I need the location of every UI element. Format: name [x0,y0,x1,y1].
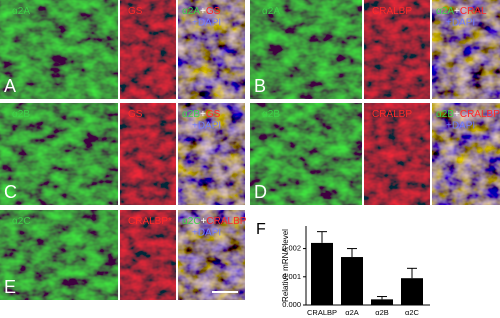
label-part: α2B [436,109,454,120]
label-part: α2C [12,216,31,227]
y-axis-label: Relative mRNA level [281,229,290,302]
channel-label: GS [128,109,143,120]
micrograph-texture [432,103,500,205]
channel-label: CRALBP [372,109,412,120]
x-tick-label: α2B [375,308,389,317]
label-part: CRALBP [372,109,412,120]
error-bar [407,267,417,279]
channel-label: α2A+GS [182,6,221,17]
label-part: + [454,109,460,120]
label-part: + [201,216,207,227]
channel-label: +DAPI [192,18,221,29]
x-tick-label: α2A [345,308,359,317]
channel-label: α2B+GS [182,109,221,120]
label-part: CRALBP* [128,216,172,227]
channel-label: +DAPI [446,121,475,132]
bar [341,257,363,305]
micrograph-texture [250,0,362,99]
label-part: α2B [262,109,280,120]
panel-letter: F [256,221,266,238]
channel-label: α2B [262,109,280,120]
channel-label: CRALBP* [128,216,172,227]
channel-label: α2C [12,216,31,227]
micrograph-texture [364,103,430,205]
label-part: + [454,6,460,17]
panel-letter: A [4,76,16,96]
channel-label: +DAPI [192,121,221,132]
error-bar [347,248,357,258]
x-tick-label: α2C [405,308,420,317]
micrograph-texture [364,0,430,99]
label-part: α2B [182,109,200,120]
label-part: GS [206,109,221,120]
channel-label: α2C+CRALBP [182,216,247,227]
micrograph-texture [178,0,245,99]
panel-letter: B [254,76,266,96]
y-tick-label: 0.001 [282,272,301,281]
micrograph-texture [0,210,118,300]
channel-label: α2B [12,109,30,120]
label-part: α2A [436,6,454,17]
bar [371,299,393,305]
panel-letter: C [4,182,17,202]
x-tick-label: CRALBP [307,308,337,317]
error-bar [377,296,387,300]
micrograph-texture [0,103,118,205]
label-part: α2C [182,216,201,227]
bar [401,278,423,305]
label-part: GS [128,109,143,120]
label-part: α2A [182,6,200,17]
panel-letter: D [254,182,267,202]
label-part: GS [128,6,143,17]
label-part: + [200,6,206,17]
channel-label: +DAPI [192,228,221,239]
micrograph-texture [120,0,176,99]
label-part: CRALBP [460,109,500,120]
micrograph-texture [432,0,500,99]
y-tick-label: 0.000 [282,300,301,309]
micrograph-texture [178,210,245,300]
label-part: GS [206,6,221,17]
label-part: CRAL [460,6,487,17]
channel-label: α2A+CRAL [436,6,487,17]
bar [311,242,333,305]
label-part: CRALBP [206,216,246,227]
micrograph-texture [178,103,245,205]
channel-label: +DAPI [446,18,475,29]
channel-label: α2B+CRALBP [436,109,500,120]
channel-label: CRALBP [372,6,412,17]
channel-label: α2A [262,6,280,17]
label-part: + [200,109,206,120]
error-bar [317,231,327,243]
label-part: α2A [12,6,30,17]
y-tick-label: 0.002 [282,244,301,253]
channel-label: α2A [12,6,30,17]
micrograph-texture [0,0,118,99]
micrograph-texture [250,103,362,205]
label-part: α2B [12,109,30,120]
label-part: CRALBP [372,6,412,17]
label-part: α2A [262,6,280,17]
panel-letter: E [4,277,16,297]
micrograph-texture [120,210,176,300]
channel-label: GS [128,6,143,17]
micrograph-texture [120,103,176,205]
